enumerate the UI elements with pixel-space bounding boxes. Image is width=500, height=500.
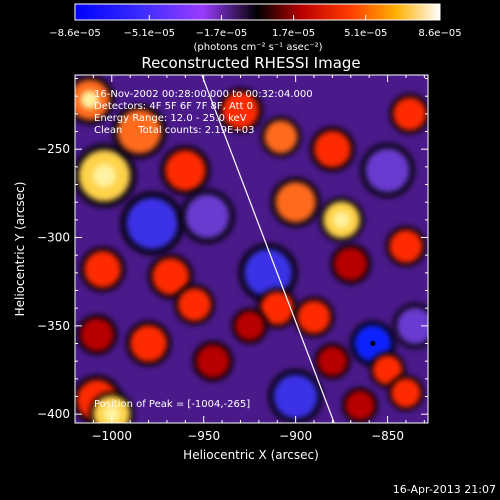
heatmap-blob [75,143,137,208]
x-tick-label: −900 [279,429,312,443]
colorbar-tick-label: −5.1e−05 [123,28,175,39]
colorbar-tick-label: 1.7e−05 [272,28,315,39]
heatmap-blob [231,307,269,345]
x-axis-label: Heliocentric X (arcsec) [183,448,319,462]
y-axis-label: Heliocentric Y (arcsec) [13,182,27,317]
colorbar-tick-label: 8.6e−05 [418,28,461,39]
heatmap-blob [173,283,216,326]
colorbar-ticks: −8.6e−05 −5.1e−05 −1.7e−05 1.7e−05 5.1e−05 8.… [49,15,462,39]
colorbar-tick-label: −8.6e−05 [49,28,101,39]
x-tick-label: −850 [371,429,404,443]
heatmap-blob [179,188,235,244]
x-tick-label: −1000 [91,429,132,443]
axis-ticks: −1000 −950 −900 −850 −250 −300 −350 −400 [37,75,428,443]
annotation-counts: Clean Total counts: 2.19E+03 [94,125,254,136]
annotation-time: 16-Nov-2002 00:28:00.000 to 00:32:04.000 [94,89,313,100]
annotation-block: 16-Nov-2002 00:28:00.000 to 00:32:04.000… [94,89,313,136]
heatmap-blob [217,87,264,134]
colorbar-tick-label: −1.7e−05 [196,28,248,39]
heatmap-blob [256,287,298,329]
heatmap-blob [392,302,428,349]
heatmap-blob [120,191,185,256]
y-tick-label: −300 [37,231,70,245]
heatmap-blob [79,246,126,293]
chart-title: Reconstructed RHESSI Image [141,54,360,72]
annotation-detectors: Detectors: 4F 5F 6F 7F 8F, Att 0 [94,101,253,112]
colorbar-unit-label: (photons cm⁻² s⁻¹ asec⁻²) [193,42,322,53]
heatmap-blob [330,243,372,285]
y-tick-label: −250 [37,142,70,156]
heatmap-blob [318,196,365,243]
y-tick-label: −350 [37,319,70,333]
heatmap-blob [385,225,427,268]
colorbar-gradient [74,3,441,21]
heatmap-blob [147,253,194,300]
x-tick-label: −950 [187,429,220,443]
heatmap-blob [111,103,167,160]
heatmap-layer [75,75,428,423]
peak-position-text: Position of Peak = [-1004,-265] [94,399,250,410]
heatmap-blob [160,145,211,196]
heatmap-blob [341,386,379,423]
colorbar-tick-label: 5.1e−05 [344,28,387,39]
heatmap-blob [293,296,335,338]
heatmap-blob [260,116,302,158]
heatmap-blob [192,340,234,382]
heatmap-blob [359,142,416,198]
heatmap-blob [270,176,321,228]
heatmap-blob [309,126,356,173]
plot-area: −1000 −950 −900 −850 −250 −300 −350 −400 16-Nov… [37,74,429,443]
heatmap-blob [387,374,425,412]
peak-marker [370,341,376,347]
annotation-energy: Energy Range: 12.0 - 25.0 keV [94,113,247,124]
heatmap-blob [268,368,324,423]
heatmap-blob [75,75,115,126]
plot-frame [74,74,429,424]
y-tick-label: −400 [37,407,70,421]
heatmap-blob [88,391,135,423]
heatmap-blob [125,320,172,367]
heatmap-blob [76,313,118,356]
heatmap-blob [388,93,428,135]
solar-limb-line [201,75,335,423]
heatmap-blob [314,342,351,380]
colorbar: −8.6e−05 −5.1e−05 −1.7e−05 1.7e−05 5.1e−05 8.… [49,3,462,53]
render-timestamp: 16-Apr-2013 21:07 [392,483,496,496]
